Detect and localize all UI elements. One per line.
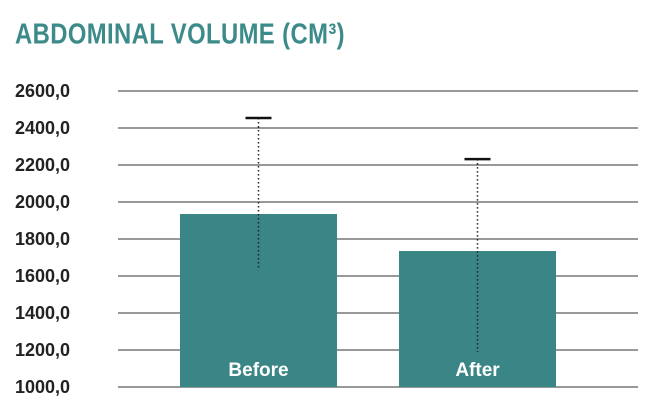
y-tick-label: 2200,0 bbox=[15, 155, 70, 175]
y-tick-label: 1000,0 bbox=[15, 377, 70, 397]
y-tick-label: 1400,0 bbox=[15, 303, 70, 323]
y-tick-label: 2000,0 bbox=[15, 192, 70, 212]
y-tick-label: 2600,0 bbox=[15, 81, 70, 101]
category-label: After bbox=[455, 360, 500, 381]
chart-title: ABDOMINAL VOLUME (CM³) bbox=[15, 19, 345, 51]
category-label: Before bbox=[228, 360, 288, 381]
y-tick-label: 1600,0 bbox=[15, 266, 70, 286]
y-tick-label: 1800,0 bbox=[15, 229, 70, 249]
y-tick-label: 1200,0 bbox=[15, 340, 70, 360]
bar bbox=[399, 251, 556, 387]
y-tick-label: 2400,0 bbox=[15, 118, 70, 138]
